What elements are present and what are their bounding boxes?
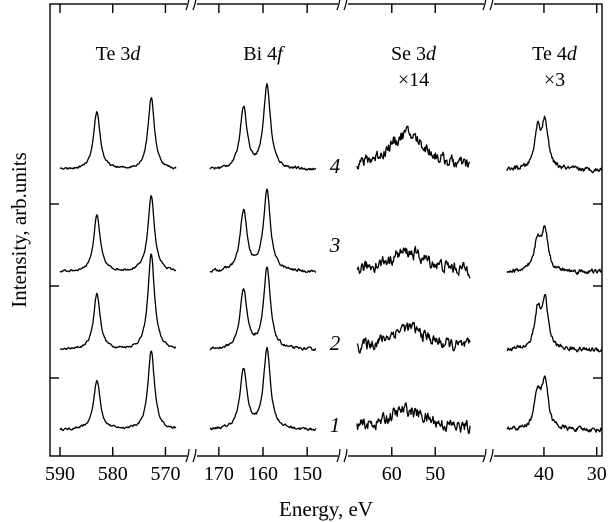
spectrum-bi4f-curve-2 bbox=[209, 266, 317, 351]
curve-label-3: 3 bbox=[329, 233, 341, 257]
spectrum-te3d-curve-4 bbox=[59, 97, 177, 170]
spectrum-te3d-curve-3 bbox=[59, 195, 177, 273]
curve-label-4: 4 bbox=[330, 154, 341, 178]
axis-break-gap-2-top bbox=[338, 1, 348, 7]
spectrum-te3d-curve-1 bbox=[59, 350, 177, 432]
x-tick-labels: 590 580 570 170 160 150 60 50 40 30 bbox=[45, 463, 607, 485]
x-tick-label-580: 580 bbox=[98, 463, 128, 485]
axis-break-gap-2 bbox=[338, 453, 348, 459]
axis-break-mark-2-top bbox=[336, 0, 348, 11]
x-tick-label-30: 30 bbox=[587, 463, 607, 485]
x-tick-label-590: 590 bbox=[45, 463, 75, 485]
x-tick-label-170: 170 bbox=[204, 463, 234, 485]
curve-number-labels: 1 2 3 4 bbox=[329, 154, 341, 437]
axis-break-mark-1 bbox=[185, 448, 197, 463]
axis-break-mark-1-top bbox=[185, 0, 197, 11]
spectrum-bi4f-curve-1 bbox=[209, 346, 317, 432]
curve-label-1: 1 bbox=[330, 413, 341, 437]
panel-titles: Te 3d Bi 4f Se 3d ×14 Te 4d ×3 bbox=[96, 43, 578, 91]
panel-title-bi4f: Bi 4f bbox=[243, 43, 285, 65]
x-tick-label-150: 150 bbox=[292, 463, 322, 485]
x-tick-label-50: 50 bbox=[425, 463, 445, 485]
panel-subtitle-se3d: ×14 bbox=[398, 69, 429, 91]
axis-break-gap-3-top bbox=[484, 1, 494, 7]
plot-frame bbox=[49, 3, 603, 457]
spectrum-bi4f-curve-3 bbox=[209, 188, 317, 274]
spectrum-te3d-curve-2 bbox=[59, 253, 177, 351]
spectrum-se3d-curve-2 bbox=[356, 321, 471, 354]
spectrum-te4d-curve-2 bbox=[506, 293, 603, 353]
panel-subtitle-te4d: ×3 bbox=[544, 69, 565, 91]
x-tick-label-40: 40 bbox=[534, 463, 554, 485]
panel-title-se3d: Se 3d bbox=[391, 43, 437, 65]
x-tick-label-160: 160 bbox=[248, 463, 278, 485]
spectrum-te4d-curve-3 bbox=[506, 225, 603, 276]
axis-break-mark-3 bbox=[482, 448, 494, 463]
axis-break-mark-2 bbox=[336, 448, 348, 463]
spectrum-se3d-curve-1 bbox=[356, 402, 471, 435]
axis-break-marks bbox=[185, 0, 494, 463]
curve-label-2: 2 bbox=[330, 331, 341, 355]
plot-area-border bbox=[49, 3, 603, 457]
axis-break-gap-1-top bbox=[187, 1, 197, 7]
spectrum-se3d-curve-4 bbox=[356, 125, 471, 170]
axis-break-gap-1 bbox=[187, 453, 197, 459]
axis-break-mark-3-top bbox=[482, 0, 494, 11]
x-tick-label-60: 60 bbox=[382, 463, 402, 485]
spectra-curves bbox=[59, 83, 603, 435]
panel-title-te4d: Te 4d bbox=[532, 43, 578, 65]
spectrum-bi4f-curve-4 bbox=[209, 83, 317, 171]
panel-title-te3d: Te 3d bbox=[96, 43, 142, 65]
spectrum-se3d-curve-3 bbox=[356, 245, 471, 279]
axis-ticks bbox=[50, 4, 602, 456]
x-axis-label: Energy, eV bbox=[279, 497, 373, 521]
spectrum-te4d-curve-4 bbox=[506, 115, 603, 174]
x-tick-label-570: 570 bbox=[150, 463, 180, 485]
spectrum-te4d-curve-1 bbox=[506, 375, 603, 433]
y-axis-label: Intensity, arb.units bbox=[7, 152, 31, 308]
axis-break-gap-3 bbox=[484, 453, 494, 459]
